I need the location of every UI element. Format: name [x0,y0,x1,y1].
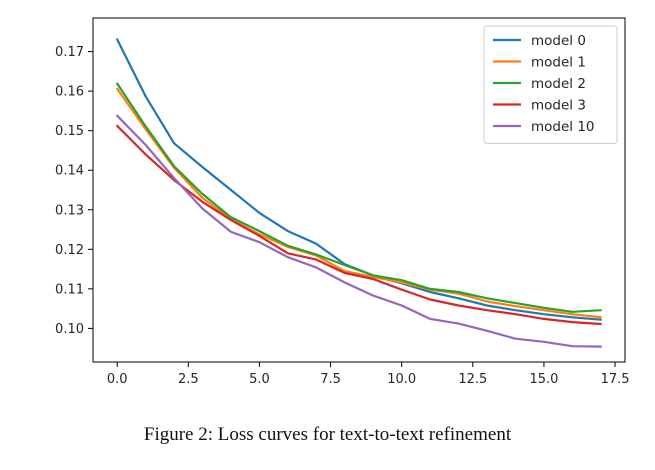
series-line-model-2 [116,82,602,313]
y-tick-label: 0.13 [55,203,84,218]
legend-label: model 2 [531,76,586,92]
y-tick-label: 0.16 [55,85,84,100]
y-tick-label: 0.15 [55,124,84,139]
y-tick-label: 0.12 [55,243,84,258]
x-tick-label: 10.0 [387,372,416,387]
legend-label: model 0 [531,33,586,49]
x-tick-label: 17.5 [601,372,630,387]
x-tick-label: 7.5 [320,372,341,387]
series-line-model-10 [116,114,602,348]
y-tick-label: 0.17 [55,45,84,60]
x-axis: 0.0 2.5 5.0 7.5 10.0 12.5 15.0 17.5 [107,362,630,387]
axes-frame [92,17,626,363]
y-tick-label: 0.11 [55,282,84,297]
legend-label: model 3 [531,98,586,114]
series-line-model-1 [116,87,602,319]
legend-label: model 10 [531,119,595,135]
legend-box [483,25,618,144]
x-tick-label: 15.0 [529,372,558,387]
figure-caption: Figure 2: Loss curves for text-to-text r… [143,424,512,445]
y-tick-label: 0.14 [55,164,84,179]
y-tick-label: 0.10 [55,322,84,337]
x-tick-label: 5.0 [249,372,270,387]
legend: model 0 model 1 model 2 model 3 model 10 [483,25,618,144]
y-axis: 0.10 0.11 0.12 0.13 0.14 0.15 0.16 0.17 [55,45,93,337]
x-tick-label: 12.5 [458,372,487,387]
series-line-model-3 [116,124,602,326]
x-tick-label: 2.5 [178,372,199,387]
plot-area [116,38,602,348]
x-tick-label: 0.0 [107,372,128,387]
legend-label: model 1 [531,55,586,71]
